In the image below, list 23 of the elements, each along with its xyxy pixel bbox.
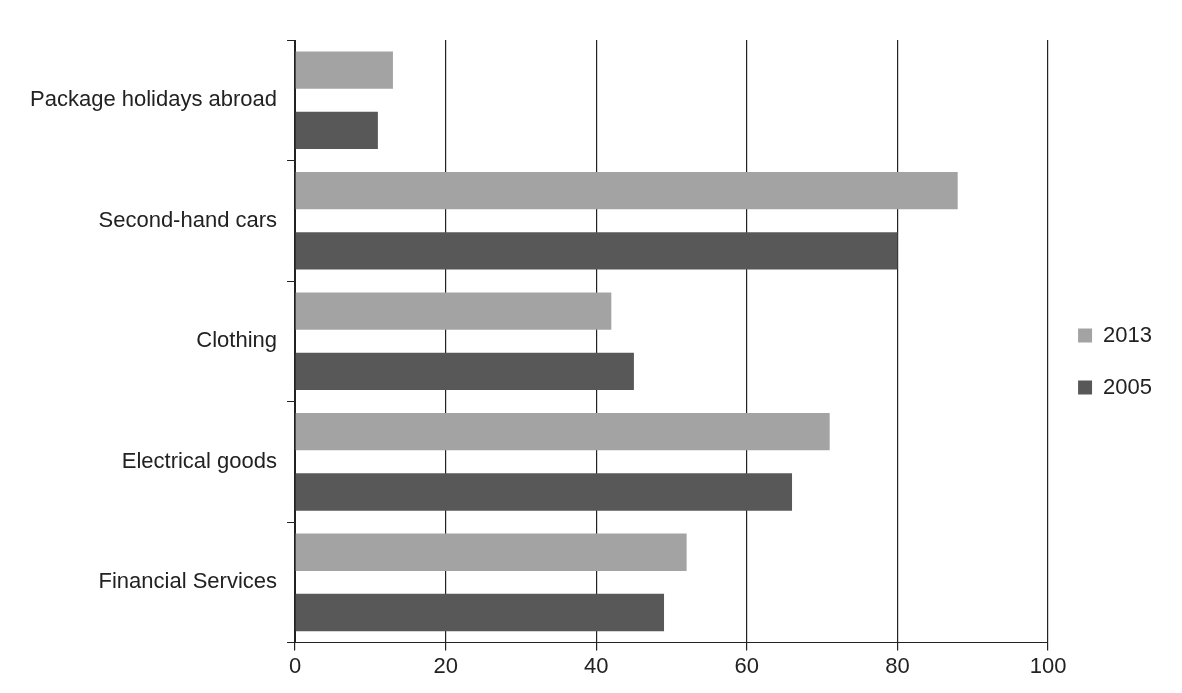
x-tick-label: 60 [734,652,760,678]
bar [295,51,393,89]
legend-label: 2005 [1103,373,1153,399]
y-tick-label: Clothing [196,327,278,353]
y-tick-label: Second-hand cars [98,206,278,232]
bar [295,352,634,391]
x-tick-label: 100 [1029,652,1067,678]
bar [295,232,898,270]
bar [295,593,665,632]
x-tick-label: 20 [433,652,458,678]
bar [295,533,687,571]
y-tick-label: Electrical goods [121,447,278,473]
bar [295,111,378,150]
x-tick-label: 80 [885,652,910,678]
legend-label: 2013 [1103,321,1153,347]
y-tick-label: Package holidays abroad [30,86,278,112]
bar [295,413,830,451]
y-tick-label: Financial Services [98,568,278,594]
x-tick-label: 40 [584,652,609,678]
bar [295,292,612,330]
x-tick-label: 0 [288,652,302,678]
bar [295,473,793,511]
bar [295,171,958,210]
